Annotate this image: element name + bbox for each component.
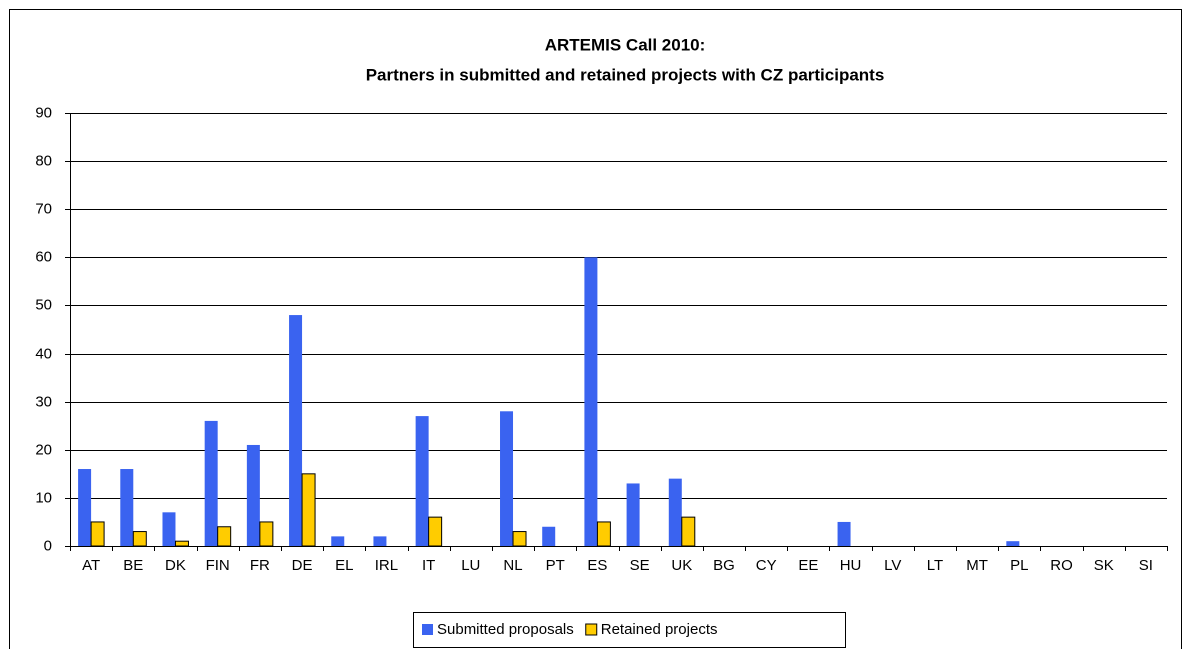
x-tick-label: LU	[461, 557, 480, 574]
x-tick-label: DE	[292, 557, 313, 574]
x-tick-label: FIN	[206, 557, 230, 574]
x-tick-label: LT	[927, 557, 943, 574]
bar	[681, 516, 696, 547]
bar	[596, 521, 611, 547]
y-tick-label: 0	[44, 537, 52, 554]
x-tick-label: DK	[165, 557, 186, 574]
bar	[415, 416, 429, 546]
x-tick-label: UK	[671, 557, 692, 574]
y-tick-label: 40	[35, 345, 52, 362]
x-tick-label: BE	[123, 557, 143, 574]
x-tick-label: AT	[82, 557, 100, 574]
bar	[301, 473, 316, 547]
bar	[428, 516, 443, 547]
x-tick-label: EE	[798, 557, 818, 574]
x-tick-label: LV	[884, 557, 901, 574]
bar	[132, 531, 147, 547]
bar	[120, 469, 134, 546]
y-tick-label: 30	[35, 393, 52, 410]
bar	[373, 536, 387, 546]
y-tick-label: 80	[35, 152, 52, 169]
bar	[174, 540, 189, 547]
y-tick-label: 60	[35, 248, 52, 265]
x-tick-label: HU	[840, 557, 862, 574]
bar	[246, 444, 260, 546]
y-tick-label: 70	[35, 200, 52, 217]
x-tick-label: PT	[546, 557, 565, 574]
bar	[500, 411, 514, 546]
bar	[217, 526, 232, 547]
x-tick-label: MT	[966, 557, 988, 574]
legend-box	[413, 612, 846, 648]
legend-swatch	[585, 623, 598, 636]
x-tick-label: RO	[1050, 557, 1073, 574]
x-tick-label: NL	[503, 557, 522, 574]
bar	[512, 531, 527, 547]
x-tick-label: PL	[1010, 557, 1028, 574]
legend-label: Retained projects	[601, 621, 718, 638]
x-tick-label: IT	[422, 557, 435, 574]
x-tick-label: BG	[713, 557, 735, 574]
bar	[1006, 541, 1020, 546]
y-tick-label: 50	[35, 296, 52, 313]
x-tick-label: CY	[756, 557, 777, 574]
x-tick-label: ES	[587, 557, 607, 574]
chart-frame	[9, 9, 1182, 649]
legend-swatch	[422, 624, 433, 635]
bar	[78, 469, 92, 546]
bar	[204, 420, 218, 546]
x-tick-label: SE	[630, 557, 650, 574]
bar	[584, 257, 598, 546]
bar	[289, 315, 303, 546]
chart-title: ARTEMIS Call 2010:	[545, 35, 706, 54]
legend-label: Submitted proposals	[437, 621, 574, 638]
chart-subtitle: Partners in submitted and retained proje…	[366, 65, 885, 84]
bar	[542, 526, 556, 546]
bar	[626, 483, 640, 546]
x-tick-label: SI	[1139, 557, 1153, 574]
bar	[162, 512, 176, 546]
bar	[331, 536, 345, 546]
x-tick-label: FR	[250, 557, 270, 574]
y-tick-label: 90	[35, 104, 52, 121]
y-tick-label: 10	[35, 489, 52, 506]
bar	[668, 478, 682, 546]
x-tick-label: EL	[335, 557, 353, 574]
y-tick-label: 20	[35, 441, 52, 458]
x-tick-label: SK	[1094, 557, 1114, 574]
bar	[837, 521, 851, 546]
x-tick-label: IRL	[375, 557, 398, 574]
bar	[259, 521, 274, 547]
bar	[90, 521, 105, 547]
